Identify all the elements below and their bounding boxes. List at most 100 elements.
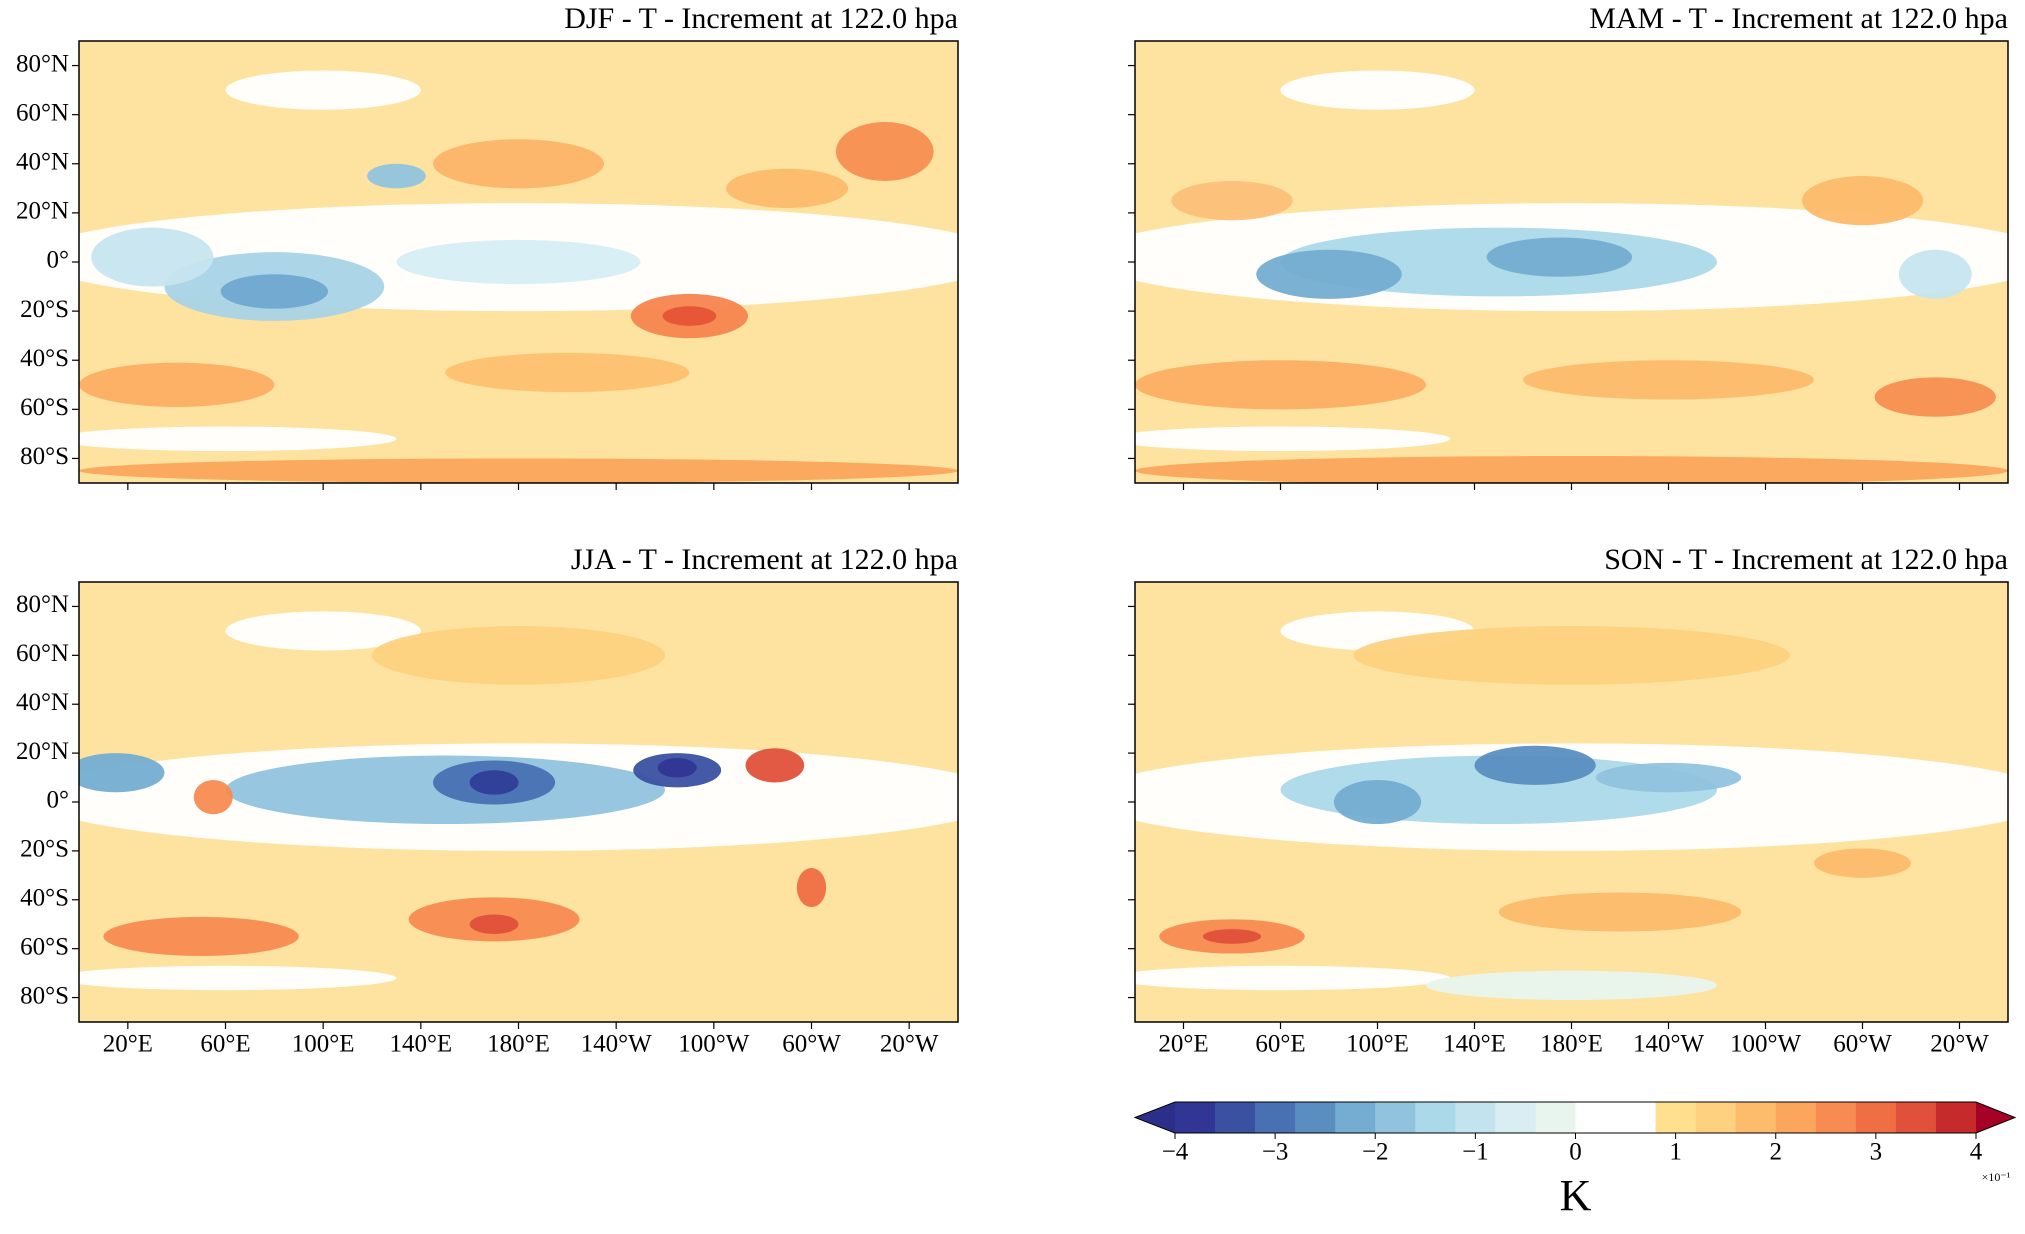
field-blob [396, 239, 641, 285]
panel-title: JJA - T - Increment at 122.0 hpa [571, 543, 958, 576]
x-tick-label: 180°E [1540, 1031, 1603, 1058]
panel-title: DJF - T - Increment at 122.0 hpa [564, 2, 958, 35]
colorbar-bin [1655, 1102, 1697, 1133]
map-field [79, 582, 958, 1022]
field-blob [103, 916, 299, 956]
y-tick-label: 60°S [20, 933, 69, 960]
colorbar-bin [1335, 1102, 1376, 1133]
colorbar-bin [1375, 1102, 1416, 1133]
y-tick-label: 60°N [16, 640, 69, 667]
y-tick-label: 40°N [16, 149, 69, 176]
colorbar-tick-label: −1 [1462, 1139, 1489, 1166]
colorbar-bin [1935, 1102, 1977, 1133]
field-blob [1353, 626, 1790, 685]
y-tick-label: 20°N [16, 198, 69, 225]
field-blob [657, 758, 697, 778]
y-tick-label: 80°N [16, 50, 69, 77]
panel-title: MAM - T - Increment at 122.0 hpa [1589, 2, 2008, 35]
field-blob [225, 70, 421, 110]
field-blob [835, 122, 934, 181]
y-tick-label: 60°S [20, 394, 69, 421]
y-tick-label: 80°S [20, 982, 69, 1009]
x-tick-label: 140°W [581, 1031, 652, 1058]
colorbar-extend-low [1135, 1102, 1175, 1133]
x-tick-label: 140°E [389, 1031, 452, 1058]
colorbar-extend-high [1976, 1102, 2015, 1133]
x-tick-label: 20°E [103, 1031, 153, 1058]
field-blob [1256, 249, 1402, 299]
field-blob [1135, 426, 1451, 452]
field-blob [372, 626, 665, 685]
field-blob [1874, 377, 1996, 417]
field-blob [1498, 892, 1742, 932]
colorbar-bin [1535, 1102, 1576, 1133]
map-field [79, 41, 958, 483]
field-blob [79, 362, 275, 407]
field-blob [1202, 929, 1262, 944]
colorbar-bin [1495, 1102, 1536, 1133]
field-blob [1814, 848, 1911, 878]
x-tick-label: 100°W [678, 1031, 749, 1058]
field-blob [1474, 745, 1596, 785]
y-tick-label: 20°S [20, 836, 69, 863]
y-tick-label: 0° [47, 787, 70, 814]
colorbar-offset: ×10⁻¹ [1982, 1170, 2011, 1184]
colorbar-tick-label: −2 [1362, 1139, 1389, 1166]
field-blob [367, 163, 426, 189]
x-tick-label: 140°E [1443, 1031, 1506, 1058]
y-tick-label: 40°S [20, 885, 69, 912]
field-blob [1135, 965, 1451, 991]
colorbar-tick-label: 2 [1770, 1139, 1783, 1166]
colorbar-bin [1615, 1102, 1657, 1133]
colorbar-bin [1735, 1102, 1777, 1133]
colorbar-label: K [1560, 1171, 1592, 1220]
x-tick-label: 100°W [1730, 1031, 1801, 1058]
y-tick-label: 20°N [16, 738, 69, 765]
field-blob [1898, 249, 1972, 299]
field-blob [1333, 780, 1422, 824]
y-tick-label: 20°S [20, 296, 69, 323]
field-blob [79, 753, 165, 793]
field-blob [1426, 970, 1717, 1000]
field-blob [79, 965, 397, 991]
field-blob [91, 227, 214, 287]
map-field [1135, 41, 2008, 483]
colorbar-bin [1895, 1102, 1937, 1133]
field-blob [445, 352, 690, 393]
field-blob [1486, 237, 1633, 277]
map-field [1135, 582, 2008, 1022]
colorbar-tick-label: 1 [1669, 1139, 1682, 1166]
x-tick-label: 180°E [487, 1031, 550, 1058]
y-tick-label: 60°N [16, 99, 69, 126]
colorbar-bin [1855, 1102, 1897, 1133]
field-blob [745, 748, 805, 783]
y-tick-label: 80°N [16, 591, 69, 618]
colorbar-bin [1255, 1102, 1296, 1133]
x-tick-label: 20°W [1930, 1031, 1989, 1058]
colorbar-tick-label: −3 [1262, 1139, 1289, 1166]
colorbar-bin [1295, 1102, 1336, 1133]
x-tick-label: 140°W [1633, 1031, 1704, 1058]
x-tick-label: 60°E [200, 1031, 250, 1058]
field-blob [1280, 70, 1475, 110]
field-blob [1135, 455, 2008, 483]
y-tick-label: 0° [47, 247, 70, 274]
field-blob [1523, 360, 1814, 400]
x-tick-label: 100°E [292, 1031, 355, 1058]
field-blob [469, 770, 519, 795]
colorbar-bin [1775, 1102, 1817, 1133]
x-tick-label: 20°E [1158, 1031, 1208, 1058]
field-blob [79, 458, 958, 483]
colorbar-tick-label: 3 [1870, 1139, 1883, 1166]
colorbar-tick-label: 4 [1970, 1139, 1983, 1166]
y-tick-label: 40°N [16, 689, 69, 716]
field-blob [1595, 762, 1742, 793]
field-blob [1801, 176, 1924, 226]
field-blob [469, 914, 519, 934]
colorbar-bin [1415, 1102, 1456, 1133]
field-blob [193, 780, 233, 815]
y-tick-label: 40°S [20, 345, 69, 372]
x-tick-label: 20°W [880, 1031, 939, 1058]
x-tick-label: 60°W [1833, 1031, 1892, 1058]
